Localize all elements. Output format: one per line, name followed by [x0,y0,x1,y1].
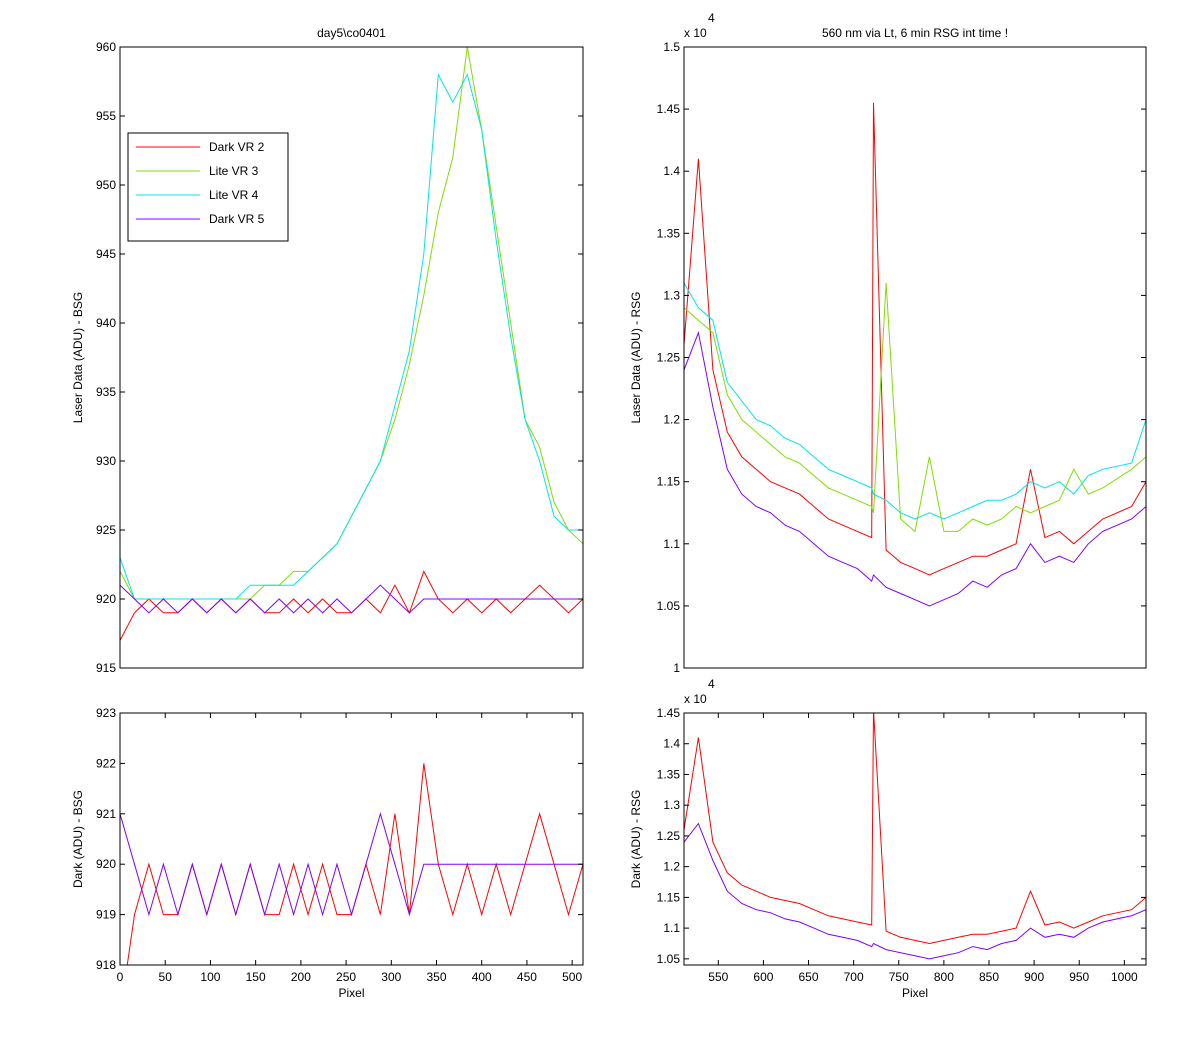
y-tick-label: 1.2 [663,413,680,427]
y-exponent-base: x 10 [684,692,707,706]
legend-label: Dark VR 2 [209,140,265,154]
y-tick-label: 930 [96,454,116,468]
axes-box [683,712,1147,966]
y-tick-label: 940 [96,316,116,330]
x-tick-label: 350 [426,970,446,984]
legend-label: Dark VR 5 [209,212,265,226]
y-tick-label: 1.25 [657,351,681,365]
y-tick-label: 1.4 [663,737,680,751]
x-tick-label: 850 [979,970,999,984]
series-line [120,811,583,917]
x-tick-label: 900 [1024,970,1044,984]
x-tick-label: 550 [708,970,728,984]
y-tick-label: 1.1 [663,537,680,551]
axes-box [119,712,584,966]
x-tick-label: 600 [753,970,773,984]
y-tick-label: 1.35 [657,767,681,781]
x-axis-label: Pixel [902,986,928,1000]
axes: 918 919 920 921 922 923 0 50 100 150 200 250 300 350 4… [71,706,584,1000]
y-axis-label: Laser Data (ADU) - BSG [71,292,85,423]
x-tick-label: 150 [246,970,266,984]
x-tick-label: 1000 [1111,970,1138,984]
chart-title: 560 nm via Lt, 6 min RSG int time ! [822,26,1008,40]
series-line [684,282,1146,533]
y-tick-label: 955 [96,109,116,123]
series-line [120,584,583,614]
legend-box [127,132,289,242]
y-tick-label: 1.2 [663,860,680,874]
plot-area [684,713,1146,965]
y-tick-label: 920 [96,857,116,871]
y-axis-label: Dark (ADU) - RSG [629,790,643,889]
y-tick-label: 1.3 [663,288,680,302]
x-tick-label: 650 [799,970,819,984]
y-tick-label: 1.3 [663,798,680,812]
y-tick-label: 1.35 [657,226,681,240]
x-tick-label: 0 [117,970,124,984]
x-tick-label: 100 [200,970,220,984]
series-line [684,282,1146,520]
y-tick-label: 921 [96,807,116,821]
x-tick-label: 300 [381,970,401,984]
y-tick-label: 923 [96,706,116,720]
series-line [684,822,1146,960]
y-tick-label: 1.05 [657,952,681,966]
axes: 915 920 925 930 935 940 945 950 955 960 day5\co040… [71,26,584,675]
y-tick-label: 1.1 [663,921,680,935]
y-tick-label: 925 [96,523,116,537]
y-exponent-base: x 10 [684,26,707,40]
y-tick-label: 1.45 [657,706,681,720]
y-tick-label: 1.5 [663,40,680,54]
y-tick-label: 1.4 [663,164,680,178]
y-axis-label: Dark (ADU) - BSG [71,790,85,888]
y-axis-label: Laser Data (ADU) - RSG [629,291,643,423]
y-tick-label: 950 [96,178,116,192]
axes: 1.05 1.1 1.15 1.2 1.25 1.3 1.35 1.4 1.45 550 600 65… [629,677,1147,1000]
axes: 1 1.05 1.1 1.15 1.2 1.25 1.3 1.35 1.4 1.45 1.5 560 … [629,11,1147,675]
y-tick-label: 935 [96,385,116,399]
plot-area [684,47,1146,668]
y-tick-label: 919 [96,908,116,922]
y-tick-label: 915 [96,661,116,675]
x-axis-label: Pixel [338,986,364,1000]
y-tick-label: 1 [673,661,680,675]
series-line [684,330,1146,607]
legend-label: Lite VR 4 [209,188,259,202]
y-tick-label: 1.15 [657,475,681,489]
x-tick-label: 450 [517,970,537,984]
series-line [120,72,583,600]
y-tick-label: 920 [96,592,116,606]
x-tick-label: 50 [159,970,173,984]
y-tick-label: 922 [96,756,116,770]
x-tick-label: 800 [934,970,954,984]
y-tick-label: 960 [96,40,116,54]
x-tick-label: 700 [844,970,864,984]
x-tick-label: 400 [472,970,492,984]
y-tick-label: 1.05 [657,599,681,613]
y-exponent-power: 4 [708,677,715,691]
y-tick-label: 945 [96,247,116,261]
y-tick-label: 1.25 [657,829,681,843]
x-tick-label: 950 [1069,970,1089,984]
y-tick-label: 1.15 [657,890,681,904]
chart-title: day5\co0401 [317,26,386,40]
legend-label: Lite VR 3 [209,164,259,178]
plot-area [120,713,583,965]
y-tick-label: 1.45 [657,102,681,116]
x-tick-label: 500 [562,970,582,984]
series-line [684,713,1146,945]
x-tick-label: 200 [291,970,311,984]
series-line [684,102,1146,576]
x-tick-label: 250 [336,970,356,984]
axes-box [119,46,584,669]
y-exponent-power: 4 [708,11,715,25]
y-tick-label: 918 [96,958,116,972]
x-tick-label: 750 [889,970,909,984]
